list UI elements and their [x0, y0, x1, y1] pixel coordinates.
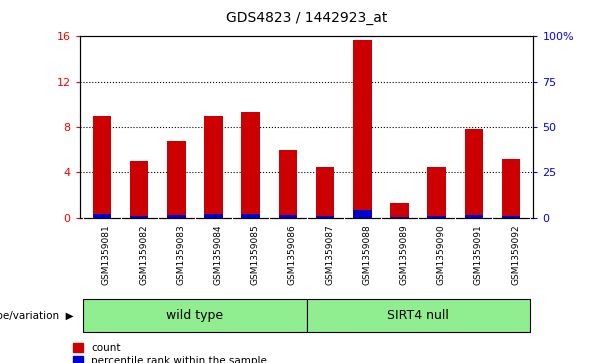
Bar	[501, 159, 520, 218]
Bar	[316, 216, 334, 218]
Bar	[242, 112, 260, 218]
Bar	[427, 216, 446, 218]
Text: GSM1359089: GSM1359089	[400, 224, 408, 285]
Text: GSM1359088: GSM1359088	[362, 224, 371, 285]
Text: GSM1359086: GSM1359086	[288, 224, 297, 285]
Bar	[204, 116, 223, 218]
Text: SIRT4 null: SIRT4 null	[387, 309, 449, 322]
Bar	[130, 216, 148, 218]
Text: GSM1359083: GSM1359083	[177, 224, 185, 285]
Bar	[427, 167, 446, 218]
Bar	[465, 129, 483, 218]
Bar	[130, 161, 148, 218]
Bar	[353, 210, 371, 218]
Text: GSM1359082: GSM1359082	[139, 224, 148, 285]
Bar	[465, 215, 483, 218]
Bar	[390, 203, 409, 218]
Text: genotype/variation  ▶: genotype/variation ▶	[0, 311, 74, 321]
Text: GSM1359084: GSM1359084	[213, 224, 223, 285]
Text: GSM1359085: GSM1359085	[251, 224, 260, 285]
Text: wild type: wild type	[166, 309, 224, 322]
Bar	[316, 167, 334, 218]
Text: GSM1359087: GSM1359087	[325, 224, 334, 285]
Legend: count, percentile rank within the sample: count, percentile rank within the sample	[72, 343, 267, 363]
Bar	[204, 214, 223, 218]
Bar	[167, 215, 186, 218]
Bar	[501, 216, 520, 218]
Text: GSM1359091: GSM1359091	[474, 224, 483, 285]
Text: GSM1359092: GSM1359092	[511, 224, 520, 285]
Bar	[167, 140, 186, 218]
Text: GSM1359081: GSM1359081	[102, 224, 111, 285]
Text: GSM1359090: GSM1359090	[436, 224, 446, 285]
Bar	[93, 214, 112, 218]
Bar	[279, 215, 297, 218]
Bar	[390, 217, 409, 218]
Bar	[83, 299, 306, 332]
Text: GDS4823 / 1442923_at: GDS4823 / 1442923_at	[226, 11, 387, 25]
Bar	[353, 40, 371, 218]
Bar	[242, 214, 260, 218]
Bar	[93, 116, 112, 218]
Bar	[279, 150, 297, 218]
Bar	[306, 299, 530, 332]
